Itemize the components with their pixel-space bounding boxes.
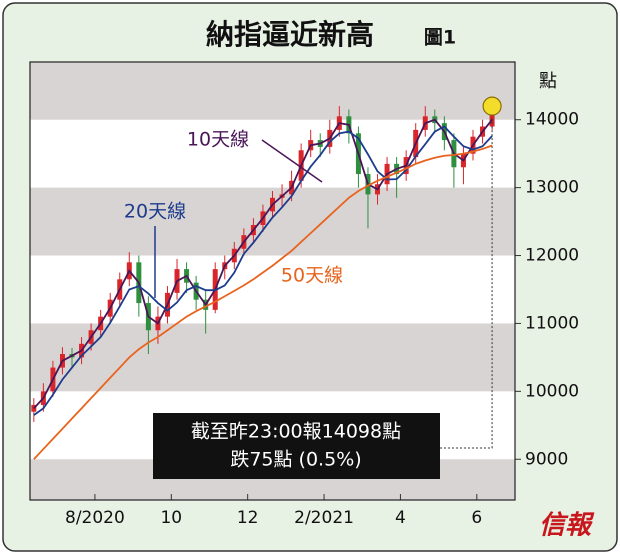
x-tick-label: 10 xyxy=(160,508,182,528)
ma-line xyxy=(33,125,493,416)
logo: 信報 xyxy=(539,511,595,541)
stripe xyxy=(30,323,515,392)
plot-border xyxy=(29,61,516,501)
y-tick-label: 11000 xyxy=(525,313,579,333)
dotted-leader xyxy=(440,114,493,449)
annotation-text: 跌75點 (0.5%) xyxy=(230,449,361,471)
figure-label: 圖1 xyxy=(424,27,456,49)
ma-line xyxy=(33,144,493,460)
y-tick-label: 14000 xyxy=(525,110,579,130)
series-label: 10天線 xyxy=(187,129,249,151)
x-tick-label: 8/2020 xyxy=(65,508,125,528)
x-tick-label: 4 xyxy=(395,508,406,528)
y-tick-label: 12000 xyxy=(525,246,579,266)
x-tick-label: 6 xyxy=(471,508,482,528)
chart-title: 納指逼近新高 xyxy=(206,18,374,51)
x-tick-label: 2/2021 xyxy=(294,508,354,528)
leader-line xyxy=(261,139,323,183)
ma-line xyxy=(33,118,493,409)
stripe xyxy=(30,62,515,120)
y-tick-label: 13000 xyxy=(525,178,579,198)
series-label: 50天線 xyxy=(281,265,343,287)
y-unit: 點 xyxy=(539,71,557,92)
annotation-text: 截至昨23:00報14098點 xyxy=(191,421,401,443)
series-label: 20天線 xyxy=(124,201,186,223)
y-tick-label: 10000 xyxy=(525,381,579,401)
annotation-box xyxy=(153,413,440,479)
highlight-circle xyxy=(482,96,502,116)
y-tick-label: 9000 xyxy=(525,449,568,469)
x-tick-label: 12 xyxy=(237,508,259,528)
